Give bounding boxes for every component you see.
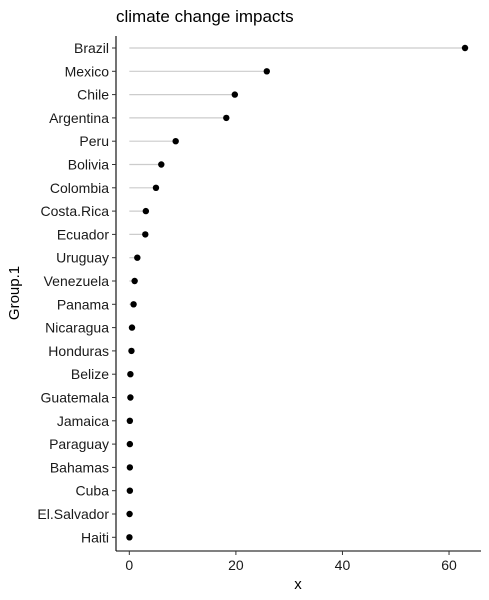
y-tick-label-costa-rica: Costa.Rica (41, 203, 110, 219)
point-jamaica (126, 417, 134, 424)
point-mexico (263, 68, 270, 75)
y-tick-label-colombia: Colombia (50, 180, 109, 196)
x-tick-label-0: 0 (125, 557, 133, 573)
point-bahamas (126, 464, 134, 471)
x-tick-label-60: 60 (441, 557, 457, 573)
lollipop-points (126, 44, 469, 541)
y-tick-label-brazil: Brazil (74, 40, 109, 56)
point-guatemala (127, 394, 134, 401)
point-brazil (461, 44, 469, 52)
point-panama (130, 301, 137, 308)
y-tick-label-argentina: Argentina (49, 110, 109, 126)
point-haiti (126, 534, 133, 541)
point-venezuela (131, 277, 138, 285)
y-tick-label-bahamas: Bahamas (50, 459, 109, 475)
y-tick-label-guatemala: Guatemala (41, 390, 110, 406)
point-argentina (223, 114, 230, 122)
x-axis: 0 20 40 60 (125, 551, 457, 573)
y-tick-label-chile: Chile (77, 87, 109, 103)
x-tick-label-20: 20 (228, 557, 244, 573)
point-honduras (128, 347, 135, 355)
y-tick-label-nicaragua: Nicaragua (45, 320, 109, 336)
point-paraguay (126, 440, 134, 448)
point-colombia (152, 184, 160, 191)
point-nicaragua (128, 324, 136, 331)
y-tick-label-peru: Peru (79, 133, 109, 149)
chart-title: climate change impacts (116, 7, 294, 26)
y-tick-label-uruguay: Uruguay (56, 250, 109, 266)
y-tick-label-belize: Belize (71, 366, 109, 382)
y-tick-label-jamaica: Jamaica (57, 413, 109, 429)
y-tick-label-panama: Panama (57, 296, 109, 312)
lollipop-stems (129, 47, 466, 538)
point-cuba (126, 487, 134, 494)
y-tick-label-haiti: Haiti (81, 529, 109, 545)
point-belize (127, 371, 134, 378)
y-tick-label-mexico: Mexico (65, 63, 110, 79)
point-ecuador (142, 231, 149, 238)
y-tick-label-cuba: Cuba (76, 483, 110, 499)
x-tick-label-40: 40 (335, 557, 351, 573)
y-tick-label-venezuela: Venezuela (44, 273, 110, 289)
point-uruguay (134, 254, 141, 261)
point-costa-rica (142, 207, 150, 215)
y-tick-label-honduras: Honduras (48, 343, 109, 359)
y-tick-label-el-salvador: El.Salvador (37, 506, 109, 522)
y-axis-title: Group.1 (6, 266, 23, 320)
y-tick-label-bolivia: Bolivia (68, 157, 109, 173)
y-axis: Brazil Mexico Chile Argentina Peru Bolivia Col… (37, 40, 116, 545)
y-tick-label-ecuador: Ecuador (57, 226, 109, 242)
point-bolivia (158, 161, 165, 168)
y-tick-label-paraguay: Paraguay (49, 436, 109, 452)
x-axis-title: x (294, 576, 302, 593)
point-peru (172, 138, 179, 145)
point-chile (231, 91, 239, 98)
point-el-salvador (126, 510, 133, 518)
